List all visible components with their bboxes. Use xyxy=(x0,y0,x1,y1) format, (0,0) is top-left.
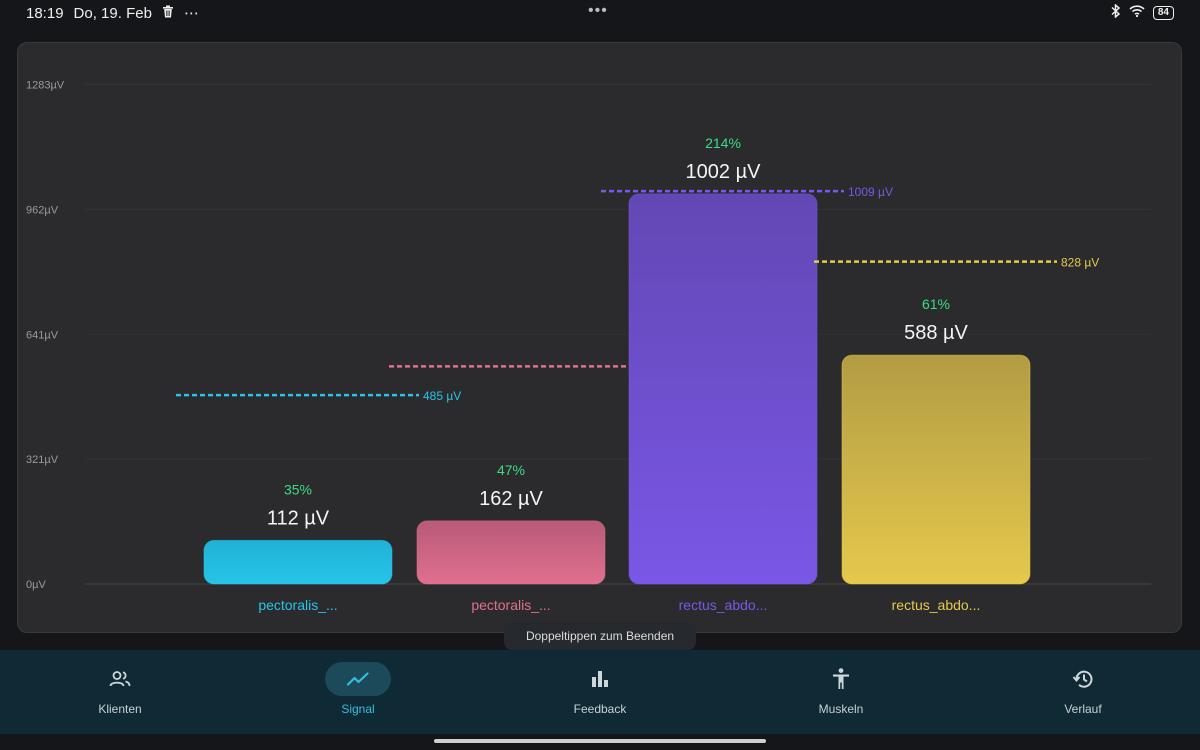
signal-icon xyxy=(325,662,391,696)
person-icon xyxy=(808,662,874,696)
status-more: ⋯ xyxy=(183,5,199,22)
bar-percent-label: 47% xyxy=(497,462,525,478)
bar xyxy=(628,193,818,585)
reference-label: 1009 µV xyxy=(848,185,893,199)
exit-hint-toast: Doppeltippen zum Beenden xyxy=(504,622,696,650)
gesture-bar xyxy=(0,734,1200,750)
y-tick-label: 321µV xyxy=(26,454,59,466)
nav-label: Verlauf xyxy=(1064,702,1102,716)
y-tick-label: 1283µV xyxy=(26,80,65,92)
nav-klienten[interactable]: Klienten xyxy=(0,650,240,734)
emg-bar-chart: 1283µV 962µV 641µV 321µV 0µV 112 µV 35% pectora… xyxy=(26,80,1151,613)
bar-chart-icon xyxy=(567,662,633,696)
reference-label: 828 µV xyxy=(1061,256,1099,270)
reference-label: 485 µV xyxy=(423,389,461,403)
bar-value-label: 1002 µV xyxy=(686,161,762,183)
bluetooth-icon xyxy=(1111,3,1121,21)
bar xyxy=(841,354,1031,585)
bar-percent-label: 61% xyxy=(922,296,950,312)
nav-signal[interactable]: Signal xyxy=(238,650,478,734)
nav-muskeln[interactable]: Muskeln xyxy=(721,650,961,734)
status-time: 18:19 xyxy=(26,4,64,22)
y-tick-label: 641µV xyxy=(26,329,59,341)
bottom-navigation: Klienten Signal Feedback Muskeln Verlauf xyxy=(0,650,1200,734)
y-tick-label: 962µV xyxy=(26,204,59,216)
gesture-handle[interactable] xyxy=(434,739,766,743)
nav-label: Klienten xyxy=(98,702,142,716)
nav-label: Signal xyxy=(341,702,375,716)
bar-percent-label: 35% xyxy=(284,481,312,497)
category-label: pectoralis_... xyxy=(471,597,550,613)
battery-indicator: 84 xyxy=(1152,5,1174,20)
people-icon xyxy=(87,662,153,696)
category-label: pectoralis_... xyxy=(258,597,337,613)
nav-verlauf[interactable]: Verlauf xyxy=(963,650,1200,734)
bar-percent-label: 214% xyxy=(705,135,741,151)
status-center-dots: ••• xyxy=(588,2,608,19)
bar-value-label: 112 µV xyxy=(267,507,330,529)
category-label: rectus_abdo... xyxy=(679,597,768,613)
y-tick-label: 0µV xyxy=(26,579,46,591)
status-bar: 18:19 Do, 19. Feb ⋯ ••• 84 xyxy=(0,0,1200,26)
chart-panel: 1283µV 962µV 641µV 321µV 0µV 112 µV 35% pectora… xyxy=(17,42,1182,633)
bar xyxy=(203,539,393,585)
nav-label: Muskeln xyxy=(818,702,864,716)
bar-value-label: 588 µV xyxy=(904,322,968,344)
status-date: Do, 19. Feb xyxy=(73,4,152,22)
nav-label: Feedback xyxy=(573,702,627,716)
bar xyxy=(416,520,606,585)
history-icon xyxy=(1050,662,1116,696)
bar-value-label: 162 µV xyxy=(479,488,543,510)
nav-feedback[interactable]: Feedback xyxy=(480,650,720,734)
trash-icon xyxy=(162,5,174,22)
category-label: rectus_abdo... xyxy=(892,597,981,613)
wifi-icon xyxy=(1129,5,1145,20)
